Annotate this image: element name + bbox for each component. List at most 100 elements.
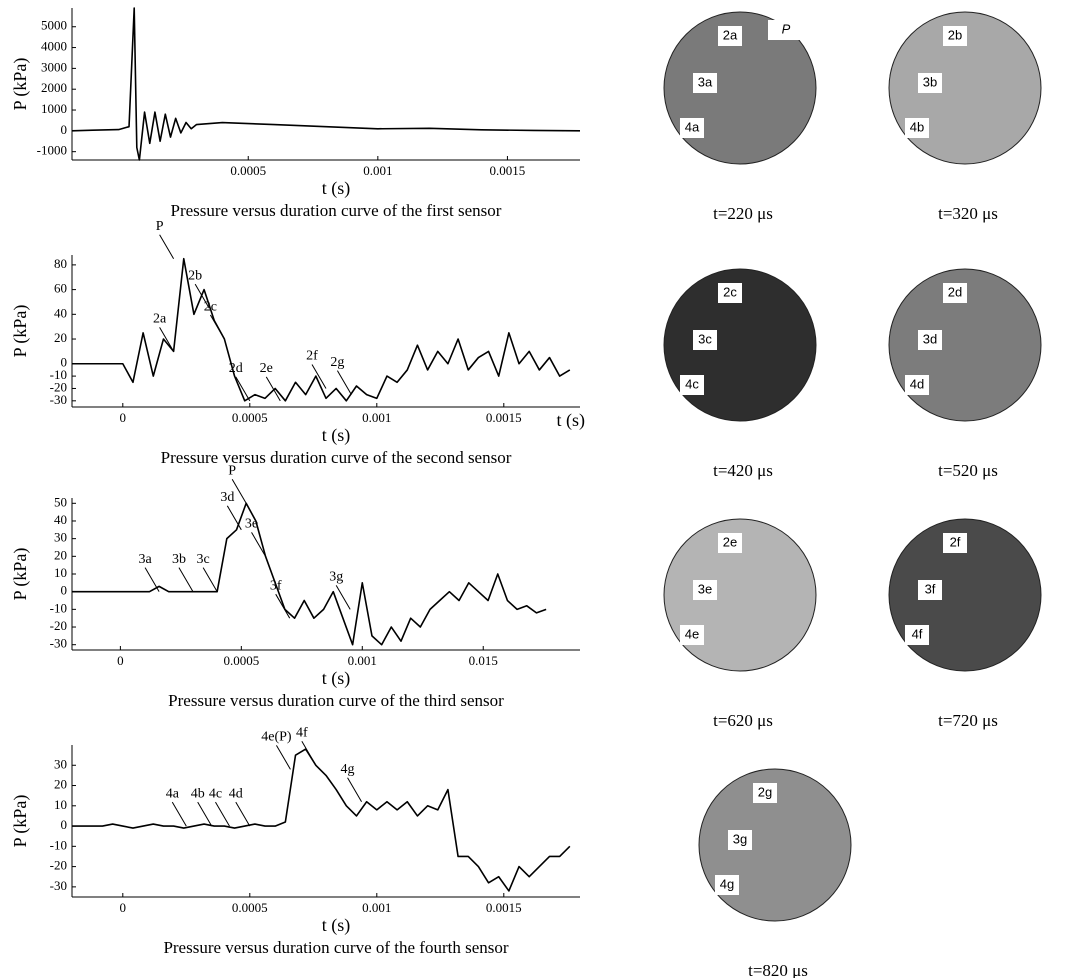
photo-label: 4d [910, 376, 924, 391]
page: {"chart_data": [ {"type": "line", "capti… [0, 0, 1077, 978]
y-tick-label: 10 [54, 565, 67, 580]
caption: Pressure versus duration curve of the th… [168, 691, 504, 710]
annotation: 4e(P) [261, 730, 292, 745]
photo-label: 2d [948, 284, 962, 299]
annotation-pointer [302, 741, 316, 765]
y-tick-label: -30 [50, 878, 67, 893]
x-tick-label: 0 [120, 410, 127, 425]
annotation-pointer [227, 506, 241, 530]
x-tick-label: 0.0015 [486, 410, 522, 425]
y-tick-label: 0 [61, 122, 68, 137]
annotation: 4c [209, 786, 222, 801]
annotation-pointer [337, 371, 351, 395]
annotation-pointer [172, 802, 186, 826]
y-tick-label: 20 [54, 330, 67, 345]
photo-label: 3a [698, 74, 713, 89]
photo-label: 3c [698, 331, 712, 346]
data-line [72, 749, 570, 891]
annotation: 2d [229, 361, 243, 376]
y-tick-label: 5000 [41, 18, 67, 33]
annotation: 4b [191, 786, 205, 801]
y-tick-label: -1000 [37, 143, 67, 158]
annotation: 2f [306, 349, 318, 364]
annotation: 2a [153, 312, 167, 327]
y-tick-label: -10 [50, 600, 67, 615]
photo-label: 2b [948, 27, 962, 42]
y-axis-label: P (kPa) [10, 548, 31, 601]
photo-label: 3g [733, 831, 747, 846]
annotation-pointer [266, 377, 280, 401]
x-tick-label: 0.0005 [232, 900, 268, 915]
photo-label: 2e [723, 534, 737, 549]
data-line [72, 503, 546, 644]
x-axis-label: t (s) [322, 178, 351, 199]
y-tick-label: -30 [50, 636, 67, 651]
photo-caption: t=420 μs [713, 461, 773, 480]
photo-label: 4f [912, 626, 923, 641]
y-axis-label: P (kPa) [10, 58, 31, 111]
figure: -1000 0 1000 20 0 0 30 0 0 4000 5000 0.0005 0.001 0.0… [0, 0, 1077, 978]
caption: Pressure versus duration curve of the fo… [163, 938, 508, 957]
annotation: 4f [296, 725, 308, 740]
photo-label: 4g [720, 876, 734, 891]
annotation: 3c [197, 552, 210, 567]
photo-label: 2f [950, 534, 961, 549]
annotation: 3e [245, 517, 258, 532]
x-axis-label: t (s) [322, 668, 351, 689]
annotation-pointer [276, 745, 290, 769]
y-tick-label: 30 [54, 756, 67, 771]
y-tick-label: 1000 [41, 101, 67, 116]
annotation: 2g [330, 355, 344, 370]
x-tick-label: 0.001 [362, 410, 391, 425]
photo-caption: t=520 μs [938, 461, 998, 480]
annotation: 3b [172, 552, 186, 567]
photo-caption: t=220 μs [713, 204, 773, 223]
x-tick-label: 0.0005 [232, 410, 268, 425]
photo-label: 4e [685, 626, 699, 641]
annotation: 3a [138, 552, 152, 567]
photo-caption: t=320 μs [938, 204, 998, 223]
annotation: 3f [270, 578, 282, 593]
x-tick-label: 0.015 [469, 653, 498, 668]
y-tick-label: 40 [54, 512, 67, 527]
annotation-pointer [179, 568, 193, 592]
x-tick-label: 0.0005 [230, 163, 266, 178]
annotation: 2c [204, 299, 217, 314]
y-tick-label: -20 [50, 618, 67, 633]
annotation: 2e [260, 361, 273, 376]
y-tick-label: 20 [54, 547, 67, 562]
y-tick-label: 50 [54, 494, 67, 509]
y-tick-label: 0 [61, 355, 68, 370]
y-tick-label: 4000 [41, 39, 67, 54]
photo-label: P [782, 21, 791, 36]
annotation: 4a [166, 786, 180, 801]
annotation-pointer [252, 532, 266, 556]
y-tick-label: 0 [61, 583, 68, 598]
photo-label: 4a [685, 119, 700, 134]
x-tick-label: 0.001 [348, 653, 377, 668]
annotation-pointer [236, 802, 250, 826]
photo-caption: t=720 μs [938, 711, 998, 730]
photo-label: 4b [910, 119, 924, 134]
x-tick-label: 0 [120, 900, 127, 915]
photo-caption: t=620 μs [713, 711, 773, 730]
annotation: 3d [220, 490, 234, 505]
annotation: 4d [229, 786, 243, 801]
y-tick-label: 40 [54, 305, 67, 320]
x-tick-label: 0.0015 [486, 900, 522, 915]
x-tick-label: 0 [117, 653, 124, 668]
photo-label: 3f [925, 581, 936, 596]
annotation-pointer [210, 315, 224, 339]
y-tick-label: 10 [54, 797, 67, 812]
annotation: 4g [341, 762, 355, 777]
annotation: P [228, 464, 236, 479]
photo-label: 2c [723, 284, 737, 299]
y-tick-label: 60 [54, 281, 67, 296]
photo-label: 2g [758, 784, 772, 799]
x-axis-label: t (s) [322, 425, 351, 446]
photo-label: 4c [685, 376, 699, 391]
y-axis-label: P (kPa) [10, 795, 31, 848]
x-tick-label: 0.0005 [223, 653, 259, 668]
photo-label: 3d [923, 331, 937, 346]
x-tick-label: 0.001 [363, 163, 392, 178]
